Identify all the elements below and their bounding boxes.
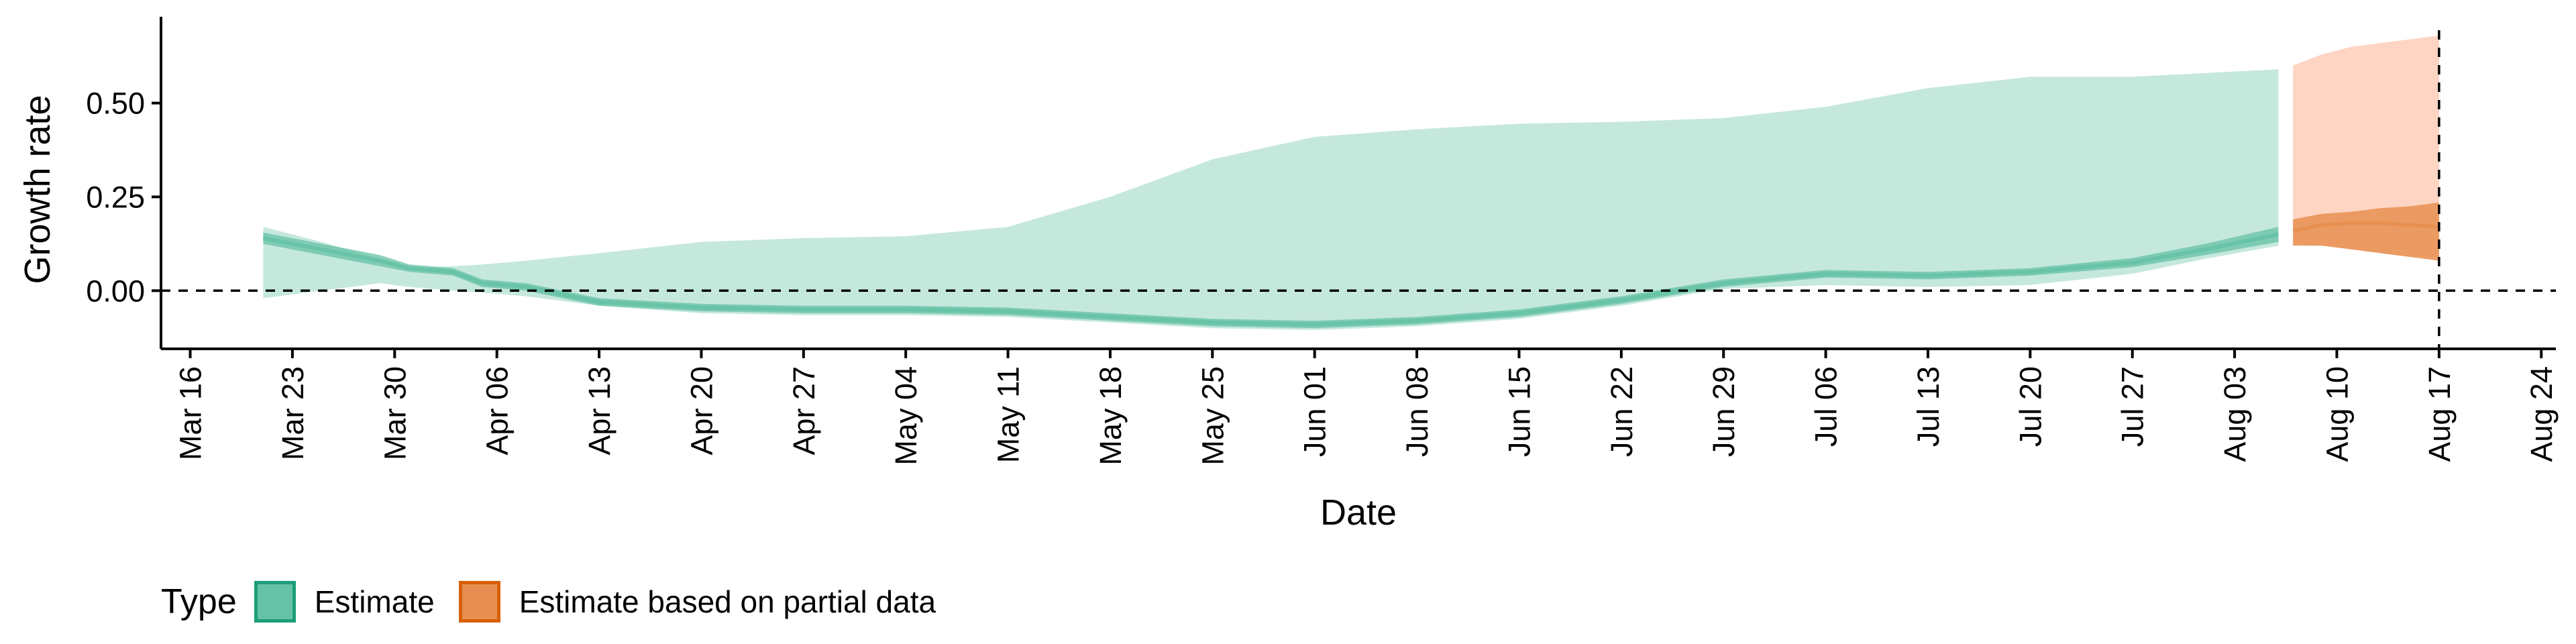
x-tick-label: Mar 30 [378, 366, 412, 460]
x-tick-label: Jul 20 [2013, 366, 2047, 447]
legend-item-estimate: Estimate [254, 581, 435, 623]
x-tick-label: Jul 27 [2116, 366, 2150, 447]
estimate-median-line [262, 232, 2279, 327]
estimate-outer-interval [263, 69, 2279, 331]
legend-title: Type [161, 582, 237, 621]
x-tick-label: Jun 08 [1400, 366, 1434, 457]
x-tick-label: May 11 [991, 366, 1026, 463]
x-tick-label: Jun 01 [1298, 366, 1332, 457]
x-tick-label: Apr 20 [684, 366, 718, 455]
x-tick-label: Apr 06 [480, 366, 515, 455]
reference-lines [161, 30, 2556, 349]
x-tick-label: Aug 03 [2218, 366, 2252, 462]
legend: Type Estimate Estimate based on partial … [161, 578, 960, 625]
x-tick-label: Apr 13 [582, 366, 616, 455]
x-tick-label: Apr 27 [787, 366, 821, 455]
x-tick-label: Jul 13 [1911, 366, 1945, 447]
x-axis-label: Date [1320, 492, 1397, 533]
partial-median-line [2292, 221, 2440, 233]
x-tick-label: May 25 [1195, 366, 1230, 466]
x-tick-label: May 18 [1093, 366, 1128, 466]
x-tick-label: Jul 06 [1809, 366, 1843, 447]
axes: Growth rate Date 0.00 0.25 0.50 Mar 16 Mar 2… [17, 17, 2559, 533]
y-tick-label: 0.25 [86, 180, 145, 214]
y-axis-label: Growth rate [17, 95, 58, 284]
partial-outer-interval [2293, 36, 2439, 257]
legend-label-partial: Estimate based on partial data [519, 584, 936, 619]
x-tick-label: Jun 15 [1502, 366, 1536, 457]
estimate-inner-interval [263, 227, 2279, 329]
legend-label-estimate: Estimate [314, 584, 435, 619]
partial-inner-interval [2293, 202, 2439, 261]
legend-swatch-partial [458, 581, 500, 623]
legend-swatch-estimate [254, 581, 296, 623]
y-tick-label: 0.50 [86, 87, 145, 121]
x-tick-label: Aug 24 [2524, 366, 2559, 462]
x-tick-label: Jun 22 [1605, 366, 1639, 457]
x-tick-label: Jun 29 [1707, 366, 1741, 457]
x-tick-label: Aug 10 [2320, 366, 2354, 462]
y-tick-label: 0.00 [86, 274, 145, 308]
plot-area [262, 36, 2440, 331]
x-tick-label: May 04 [889, 366, 923, 466]
x-tick-label: Mar 16 [174, 366, 208, 460]
x-tick-label: Mar 23 [276, 366, 310, 460]
x-tick-label: Aug 17 [2422, 366, 2457, 462]
legend-item-partial: Estimate based on partial data [458, 581, 936, 623]
